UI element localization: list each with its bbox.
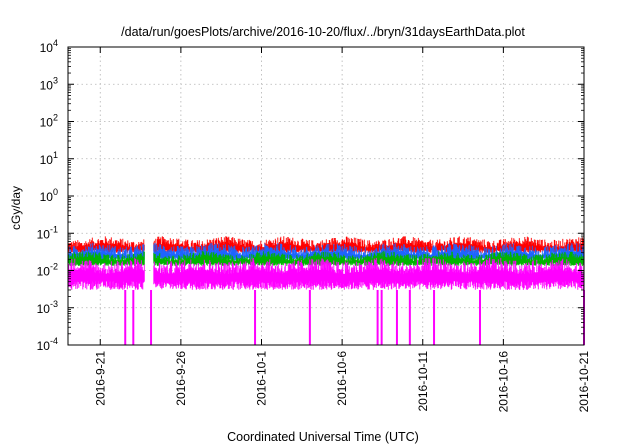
chart-title: /data/run/goesPlots/archive/2016-10-20/f… [121,25,525,39]
grid [68,46,585,346]
x-axis-label: Coordinated Universal Time (UTC) [227,430,419,444]
y-tick-label: 10-2 [37,262,58,279]
y-tick-label: 10-1 [37,224,58,241]
series-layer [68,236,585,345]
y-tick-label: 10-4 [37,336,58,353]
x-tick-label: 2016-9-21 [93,351,107,406]
y-tick-label: 10-3 [37,299,58,316]
series-trace [68,251,585,266]
x-tick-label: 2016-9-26 [174,351,188,406]
y-axis-label: cGy/day [9,186,23,230]
series-trace [68,257,585,290]
x-tick-label: 2016-10-21 [577,351,591,413]
y-tick-label: 101 [40,150,58,167]
series-4 [68,257,585,345]
x-tick-label: 2016-10-11 [416,351,430,412]
x-tick-label: 2016-10-1 [255,351,269,406]
y-tick-label: 100 [40,187,58,204]
series-3 [68,251,585,266]
axis-ticks: 10-4 10-3 10-2 10-1 100 101 102 103 104 2016-9-21… [37,38,591,412]
y-tick-label: 102 [40,113,58,130]
x-tick-label: 2016-10-16 [496,351,510,413]
y-tick-label: 104 [40,38,58,55]
x-tick-label: 2016-10-6 [335,351,349,406]
y-tick-label: 103 [40,75,58,92]
